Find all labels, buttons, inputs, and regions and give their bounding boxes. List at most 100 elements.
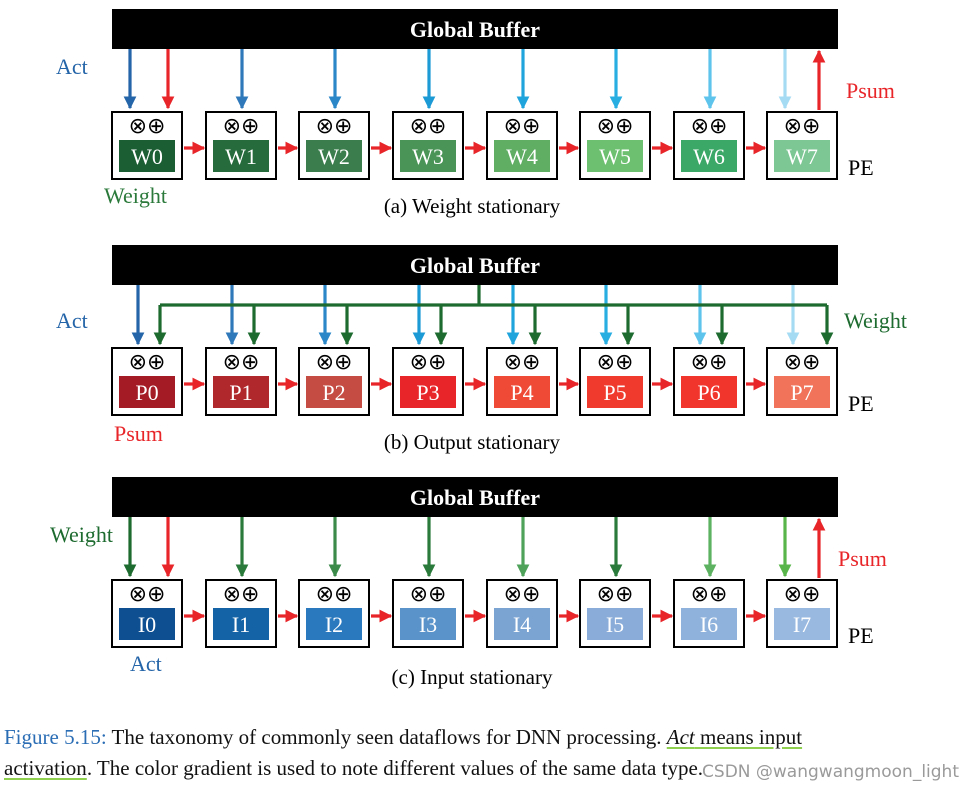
pe-value-box: [306, 376, 362, 408]
pe-value-box: [494, 608, 550, 640]
pe-operator-icons: ⊗⊕: [784, 114, 821, 139]
pe-value-box: [587, 140, 643, 172]
pe-operator-icons: ⊗⊕: [691, 114, 728, 139]
pe: ⊗⊕ I0: [111, 579, 183, 648]
pe-value-box: [774, 608, 830, 640]
pe: ⊗⊕ W4: [486, 111, 558, 180]
pe-value-label: W4: [506, 144, 538, 169]
pe-value-box: [774, 376, 830, 408]
pe: ⊗⊕ P4: [486, 347, 558, 416]
pe-value-box: [213, 140, 269, 172]
pe-operator-icons: ⊗⊕: [410, 114, 447, 139]
pe: ⊗⊕ P0: [111, 347, 183, 416]
act-label: Act: [56, 308, 88, 333]
pe-operator-icons: ⊗⊕: [223, 582, 260, 607]
pe-value-label: W1: [225, 144, 257, 169]
pe-operator-icons: ⊗⊕: [410, 350, 447, 375]
caption-text-before: The taxonomy of commonly seen dataflows …: [106, 725, 667, 749]
pe-operator-icons: ⊗⊕: [129, 114, 166, 139]
pe: ⊗⊕ W0: [111, 111, 183, 180]
pe-value-label: P1: [229, 380, 252, 405]
pe-value-label: P6: [697, 380, 720, 405]
pe-value-box: [681, 608, 737, 640]
pe-value-box: [119, 376, 175, 408]
pe-value-label: W2: [318, 144, 350, 169]
pe: ⊗⊕ W1: [205, 111, 277, 180]
pe-operator-icons: ⊗⊕: [504, 350, 541, 375]
pe-value-label: I4: [513, 612, 531, 637]
pe-value-label: P5: [603, 380, 626, 405]
pe: ⊗⊕ P7: [766, 347, 838, 416]
pe-operator-icons: ⊗⊕: [129, 350, 166, 375]
pe: ⊗⊕ W2: [298, 111, 370, 180]
pe: ⊗⊕ W6: [673, 111, 745, 180]
pe-value-box: [119, 608, 175, 640]
subcaption: (c) Input stationary: [392, 665, 553, 689]
pe-caption: PE: [848, 391, 874, 416]
subcaption: (b) Output stationary: [384, 430, 561, 454]
stationary-label: Act: [130, 651, 162, 676]
pe-operator-icons: ⊗⊕: [597, 350, 634, 375]
pe-value-label: P7: [790, 380, 813, 405]
weight-label: Weight: [844, 308, 907, 333]
global-buffer: [112, 9, 838, 49]
pe: ⊗⊕ W7: [766, 111, 838, 180]
figure-caption: Figure 5.15: The taxonomy of commonly se…: [4, 722, 966, 784]
pe-value-label: W6: [693, 144, 725, 169]
pe-value-box: [119, 140, 175, 172]
pe: ⊗⊕ I3: [392, 579, 464, 648]
pe-value-label: W7: [786, 144, 818, 169]
pe-value-label: I0: [138, 612, 156, 637]
pe: ⊗⊕ W3: [392, 111, 464, 180]
caption-activation: activation: [4, 756, 87, 780]
stationary-label: Weight: [104, 183, 167, 208]
pe: ⊗⊕ P1: [205, 347, 277, 416]
pe-caption: PE: [848, 155, 874, 180]
pe-operator-icons: ⊗⊕: [316, 114, 353, 139]
pe: ⊗⊕ I4: [486, 579, 558, 648]
pe: ⊗⊕ I1: [205, 579, 277, 648]
pe-operator-icons: ⊗⊕: [504, 114, 541, 139]
pe: ⊗⊕ I6: [673, 579, 745, 648]
watermark: CSDN @wangwangmoon_light: [702, 762, 959, 782]
pe-value-label: I5: [606, 612, 624, 637]
pe-operator-icons: ⊗⊕: [691, 582, 728, 607]
pe-operator-icons: ⊗⊕: [223, 114, 260, 139]
pe-caption: PE: [848, 623, 874, 648]
pe-value-box: [400, 140, 456, 172]
pe-value-box: [400, 376, 456, 408]
pe-value-label: I6: [700, 612, 718, 637]
figure-reference: Figure 5.15:: [4, 725, 107, 749]
pe-operator-icons: ⊗⊕: [316, 582, 353, 607]
panel-ws: Global Buffer ⊗⊕ W0 ⊗⊕ W1 ⊗⊕ W2 ⊗⊕ W3 ⊗⊕ W4 ⊗⊕ W5 ⊗⊕ W…: [56, 9, 895, 218]
subcaption: (a) Weight stationary: [384, 194, 561, 218]
pe-value-label: W5: [599, 144, 631, 169]
pe-operator-icons: ⊗⊕: [129, 582, 166, 607]
pe-value-box: [213, 376, 269, 408]
pe-value-box: [213, 608, 269, 640]
pe-value-label: P2: [322, 380, 345, 405]
pe-operator-icons: ⊗⊕: [223, 350, 260, 375]
pe-value-box: [494, 376, 550, 408]
pe-operator-icons: ⊗⊕: [784, 350, 821, 375]
pe-value-box: [681, 140, 737, 172]
pe-value-label: I2: [325, 612, 343, 637]
global-buffer-label: Global Buffer: [410, 253, 540, 278]
pe: ⊗⊕ I5: [579, 579, 651, 648]
input-label: Act: [56, 54, 88, 79]
psum-label: Psum: [114, 421, 163, 446]
pe-operator-icons: ⊗⊕: [597, 114, 634, 139]
pe-value-box: [774, 140, 830, 172]
panel-is: Global Buffer ⊗⊕ I0 ⊗⊕ I1 ⊗⊕ I2 ⊗⊕ I3 ⊗⊕ I4 ⊗⊕ I5 ⊗⊕ I…: [50, 477, 887, 689]
psum-label: Psum: [838, 546, 887, 571]
pe-value-box: [306, 140, 362, 172]
pe-operator-icons: ⊗⊕: [410, 582, 447, 607]
pe: ⊗⊕ I2: [298, 579, 370, 648]
pe: ⊗⊕ P5: [579, 347, 651, 416]
pe-value-label: P4: [510, 380, 533, 405]
panel-os: Global Buffer ⊗⊕ P0 ⊗⊕ P1 ⊗⊕ P2 ⊗⊕ P3 ⊗⊕ P4 ⊗⊕ P5 ⊗⊕ P…: [56, 245, 907, 454]
pe-value-label: P0: [135, 380, 158, 405]
caption-text-after: . The color gradient is used to note dif…: [86, 756, 704, 780]
pe-operator-icons: ⊗⊕: [504, 582, 541, 607]
pe: ⊗⊕ W5: [579, 111, 651, 180]
